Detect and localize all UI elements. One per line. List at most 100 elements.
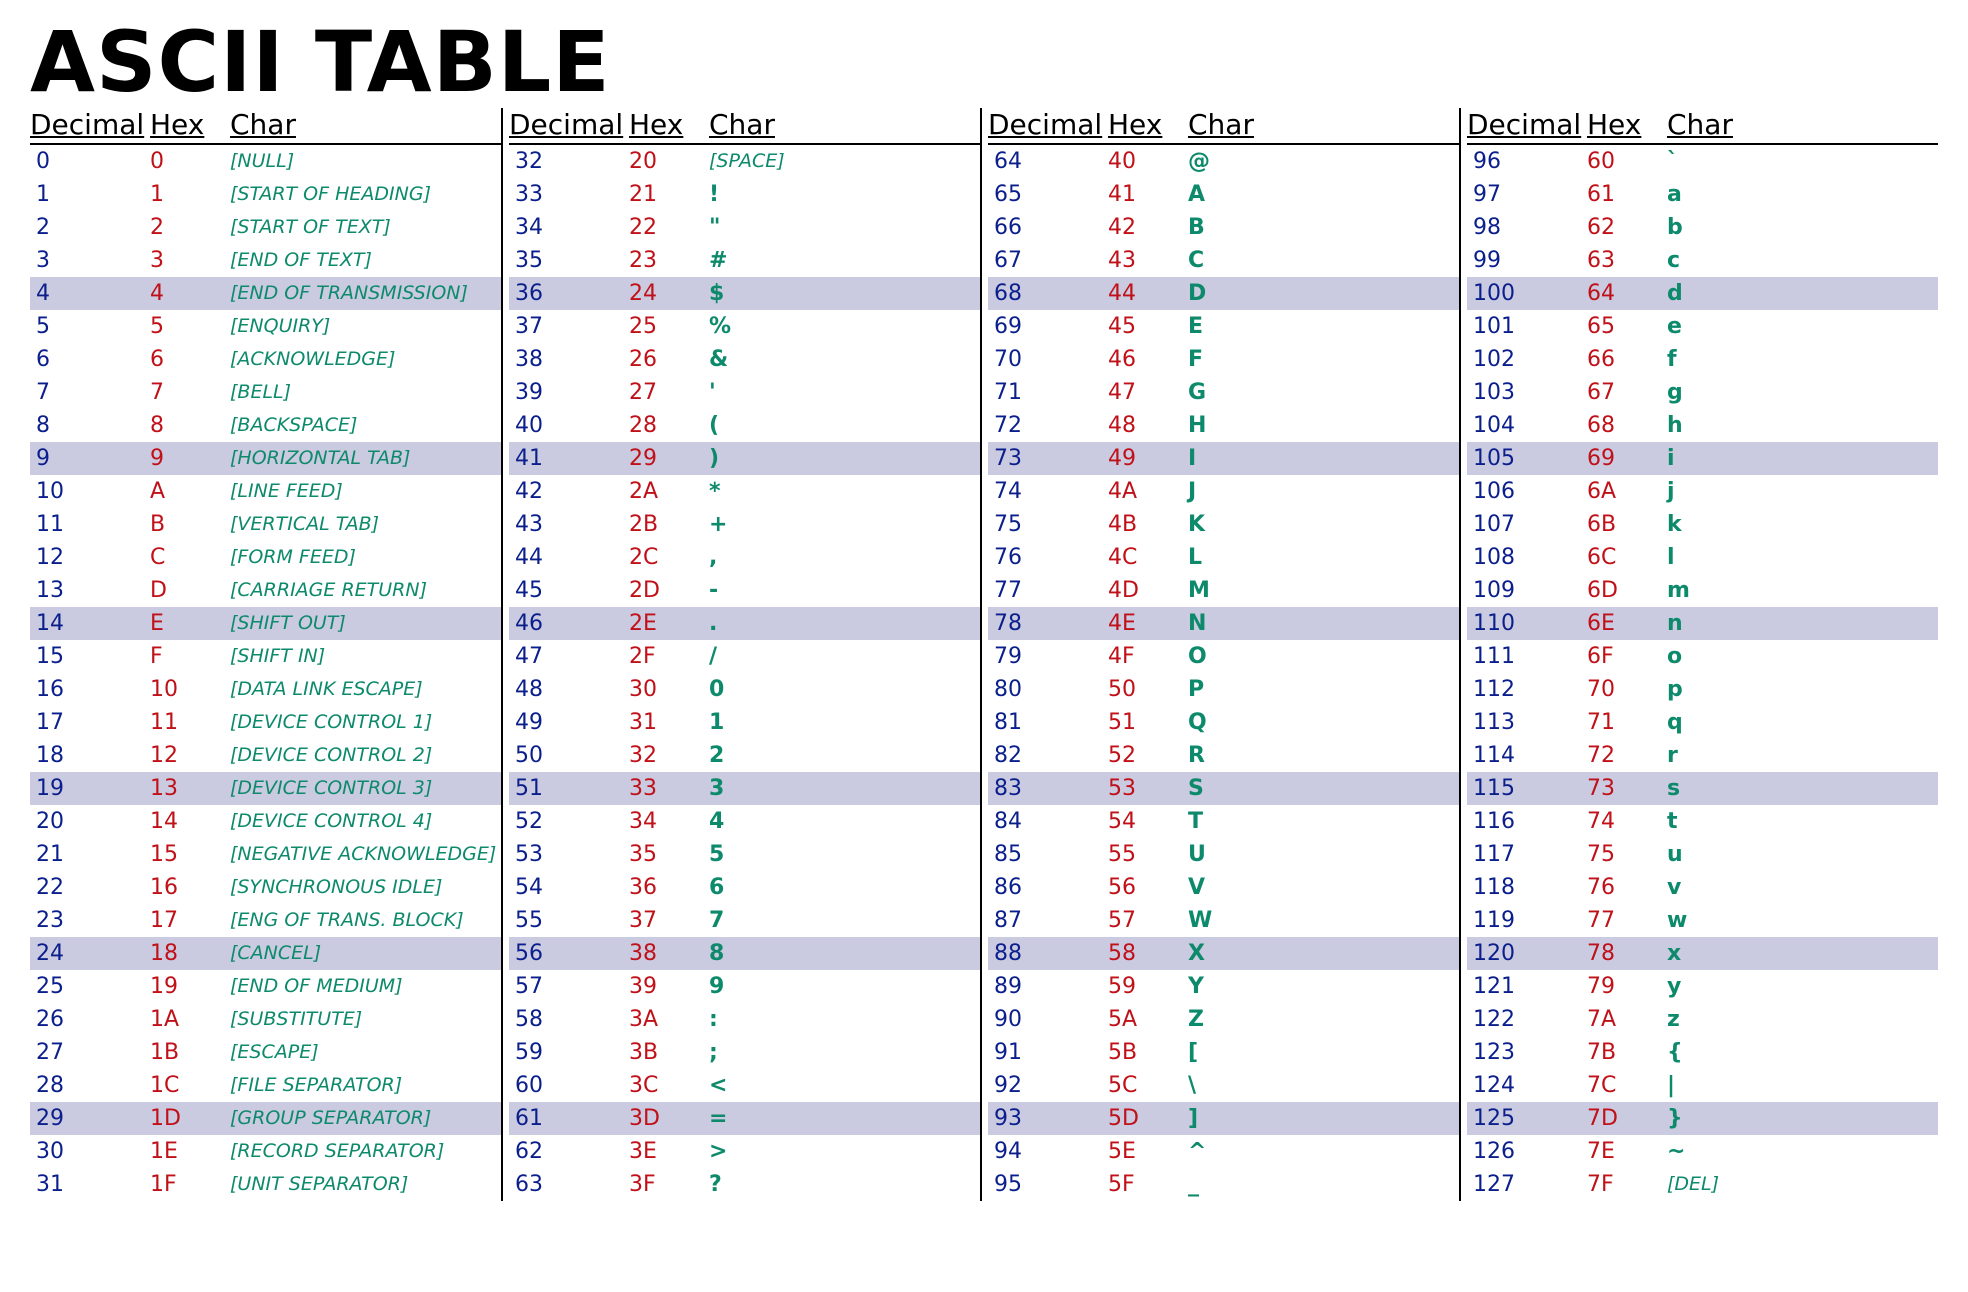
table-row: 10A[LINE FEED] xyxy=(30,475,501,508)
cell-char: [SYNCHRONOUS IDLE] xyxy=(230,871,501,904)
cell-decimal: 41 xyxy=(509,442,629,475)
cell-decimal: 10 xyxy=(30,475,150,508)
cell-decimal: 108 xyxy=(1467,541,1587,574)
table-row: 9761a xyxy=(1467,178,1938,211)
table-row: 56388 xyxy=(509,937,980,970)
cell-char: [ xyxy=(1188,1036,1459,1069)
cell-hex: 4F xyxy=(1108,640,1188,673)
table-row: 11977w xyxy=(1467,904,1938,937)
cell-char: R xyxy=(1188,739,1459,772)
table-row: 3321! xyxy=(509,178,980,211)
cell-decimal: 75 xyxy=(988,508,1108,541)
cell-char: A xyxy=(1188,178,1459,211)
cell-hex: 59 xyxy=(1108,970,1188,1003)
table-row: 11876v xyxy=(1467,871,1938,904)
table-row: 48300 xyxy=(509,673,980,706)
cell-char: r xyxy=(1667,739,1938,772)
cell-hex: 5 xyxy=(150,310,230,343)
header-char: Char xyxy=(1188,108,1459,141)
cell-decimal: 68 xyxy=(988,277,1108,310)
cell-hex: 1A xyxy=(150,1003,230,1036)
table-row: 52344 xyxy=(509,805,980,838)
table-row: 8252R xyxy=(988,739,1459,772)
cell-hex: 47 xyxy=(1108,376,1188,409)
cell-char: M xyxy=(1188,574,1459,607)
header-hex: Hex xyxy=(1108,108,1188,141)
header-decimal: Decimal xyxy=(30,108,150,141)
cell-char: $ xyxy=(709,277,980,310)
cell-decimal: 66 xyxy=(988,211,1108,244)
cell-char: [SHIFT OUT] xyxy=(230,607,501,640)
table-row: 7349I xyxy=(988,442,1459,475)
cell-hex: 6A xyxy=(1587,475,1667,508)
cell-char: [CARRIAGE RETURN] xyxy=(230,574,501,607)
cell-decimal: 116 xyxy=(1467,805,1587,838)
cell-decimal: 28 xyxy=(30,1069,150,1102)
cell-char: Z xyxy=(1188,1003,1459,1036)
cell-char: ` xyxy=(1667,145,1938,178)
cell-hex: 2F xyxy=(629,640,709,673)
cell-hex: 2 xyxy=(150,211,230,244)
header-decimal: Decimal xyxy=(988,108,1108,141)
table-row: 77[BELL] xyxy=(30,376,501,409)
cell-decimal: 48 xyxy=(509,673,629,706)
cell-char: [SHIFT IN] xyxy=(230,640,501,673)
cell-char: q xyxy=(1667,706,1938,739)
table-row: 55[ENQUIRY] xyxy=(30,310,501,343)
cell-char: [UNIT SEPARATOR] xyxy=(230,1168,501,1201)
cell-hex: B xyxy=(150,508,230,541)
cell-hex: 0 xyxy=(150,145,230,178)
table-row: 9862b xyxy=(1467,211,1938,244)
cell-char: & xyxy=(709,343,980,376)
cell-char: 7 xyxy=(709,904,980,937)
cell-hex: 7F xyxy=(1587,1168,1667,1201)
cell-char: _ xyxy=(1188,1168,1459,1201)
table-row: 764CL xyxy=(988,541,1459,574)
table-row: 794FO xyxy=(988,640,1459,673)
cell-hex: 13 xyxy=(150,772,230,805)
cell-char: [DEVICE CONTROL 3] xyxy=(230,772,501,805)
cell-decimal: 82 xyxy=(988,739,1108,772)
table-row: 1227Az xyxy=(1467,1003,1938,1036)
cell-char: ( xyxy=(709,409,980,442)
cell-decimal: 81 xyxy=(988,706,1108,739)
cell-hex: 70 xyxy=(1587,673,1667,706)
cell-decimal: 118 xyxy=(1467,871,1587,904)
cell-decimal: 22 xyxy=(30,871,150,904)
cell-decimal: 121 xyxy=(1467,970,1587,1003)
cell-decimal: 101 xyxy=(1467,310,1587,343)
cell-hex: 5B xyxy=(1108,1036,1188,1069)
table-row: 66[ACKNOWLEDGE] xyxy=(30,343,501,376)
table-row: 1257D} xyxy=(1467,1102,1938,1135)
table-row: 291D[GROUP SEPARATOR] xyxy=(30,1102,501,1135)
cell-decimal: 111 xyxy=(1467,640,1587,673)
table-row: 6642B xyxy=(988,211,1459,244)
cell-hex: 18 xyxy=(150,937,230,970)
cell-decimal: 52 xyxy=(509,805,629,838)
cell-char: % xyxy=(709,310,980,343)
cell-char: [NULL] xyxy=(230,145,501,178)
cell-decimal: 21 xyxy=(30,838,150,871)
cell-char: [GROUP SEPARATOR] xyxy=(230,1102,501,1135)
cell-char: . xyxy=(709,607,980,640)
cell-hex: 1C xyxy=(150,1069,230,1102)
cell-hex: 57 xyxy=(1108,904,1188,937)
table-row: 472F/ xyxy=(509,640,980,673)
table-row: 8151Q xyxy=(988,706,1459,739)
table-row: 7046F xyxy=(988,343,1459,376)
cell-char: ] xyxy=(1188,1102,1459,1135)
cell-char: l xyxy=(1667,541,1938,574)
cell-hex: 5E xyxy=(1108,1135,1188,1168)
cell-char: x xyxy=(1667,937,1938,970)
cell-decimal: 38 xyxy=(509,343,629,376)
table-row: 1086Cl xyxy=(1467,541,1938,574)
table-row: 6945E xyxy=(988,310,1459,343)
cell-char: k xyxy=(1667,508,1938,541)
cell-decimal: 29 xyxy=(30,1102,150,1135)
cell-hex: 1 xyxy=(150,178,230,211)
cell-char: [DEL] xyxy=(1667,1168,1938,1201)
cell-hex: 3F xyxy=(629,1168,709,1201)
cell-decimal: 60 xyxy=(509,1069,629,1102)
table-row: 905AZ xyxy=(988,1003,1459,1036)
cell-hex: 76 xyxy=(1587,871,1667,904)
